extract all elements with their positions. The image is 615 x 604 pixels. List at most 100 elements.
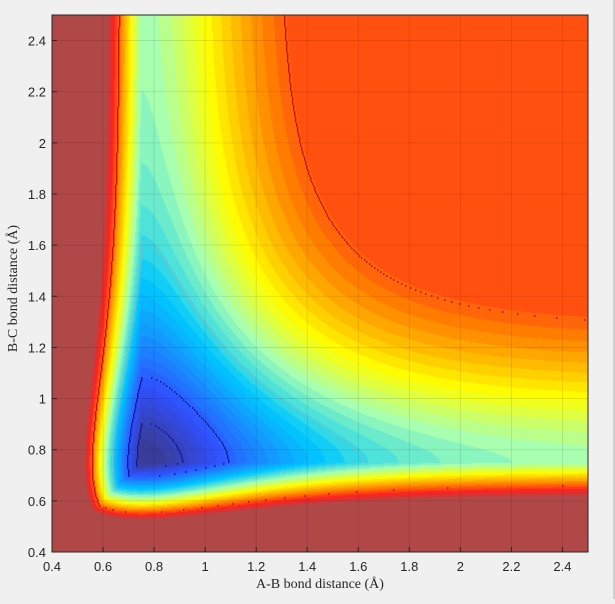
y-tick-label: 2.4: [28, 34, 46, 49]
contour-line-point: [118, 37, 120, 39]
contour-line-point: [183, 509, 185, 511]
contour-line-point: [117, 141, 119, 143]
contour-line-point: [140, 255, 142, 257]
contour-line-point: [132, 323, 134, 325]
contour-line-point: [173, 441, 175, 443]
contour-line-point: [140, 253, 142, 255]
contour-line-point: [125, 363, 127, 365]
contour-line-point: [288, 67, 290, 69]
contour-line-point: [185, 471, 187, 473]
contour-line-point: [234, 357, 236, 359]
contour-line-point: [136, 459, 138, 461]
contour-line-point: [189, 405, 191, 407]
contour-line-point: [192, 407, 194, 409]
contour-line-point: [135, 301, 137, 303]
contour-line-point: [284, 497, 286, 499]
contour-line-point: [132, 319, 134, 321]
contour-line-point: [292, 103, 294, 105]
contour-line-point: [128, 443, 130, 445]
contour-line-point: [327, 429, 329, 431]
contour-line-point: [259, 475, 261, 477]
contour-line-point: [201, 417, 203, 419]
contour-line-point: [113, 479, 115, 481]
contour-line-point: [237, 361, 239, 363]
contour-line-point: [186, 295, 188, 297]
y-tick-label: 1: [39, 392, 46, 407]
contour-line-point: [118, 83, 120, 85]
contour-line-point: [366, 261, 368, 263]
contour-line-point: [111, 271, 113, 273]
contour-line-point: [351, 445, 353, 447]
contour-line-point: [117, 113, 119, 115]
contour-line-point: [307, 169, 309, 171]
contour-line-point: [166, 433, 168, 435]
contour-line-point: [139, 385, 141, 387]
contour-line-point: [326, 213, 328, 215]
contour-line-point: [195, 469, 197, 471]
contour-line-point: [247, 477, 249, 479]
contour-line-point: [128, 475, 130, 477]
contour-line-point: [359, 453, 361, 455]
contour-line-point: [162, 257, 164, 259]
contour-line-point: [459, 303, 461, 305]
contour-line-point: [198, 313, 200, 315]
contour-line-point: [111, 269, 113, 271]
contour-line-point: [181, 397, 183, 399]
contour-line-point: [122, 381, 124, 383]
y-axis-title: B-C bond distance (Å): [5, 225, 21, 352]
contour-line-point: [172, 439, 174, 441]
contour-line-point: [101, 363, 103, 365]
contour-line-point: [218, 437, 220, 439]
contour-line-point: [107, 317, 109, 319]
contour-line-point: [136, 399, 138, 401]
contour-line-point: [119, 15, 121, 17]
contour-line-point: [112, 469, 114, 471]
contour-line-point: [133, 413, 135, 415]
contour-line-point: [230, 353, 232, 355]
contour-line-point: [100, 371, 102, 373]
contour-line-point: [205, 467, 207, 469]
contour-line-point: [101, 365, 103, 367]
contour-line-point: [259, 381, 261, 383]
contour-line-point: [166, 263, 168, 265]
contour-line-point: [287, 57, 289, 59]
contour-line-point: [276, 395, 278, 397]
contour-line-point: [361, 257, 363, 259]
contour-line-point: [141, 245, 143, 247]
contour-line-point: [116, 175, 118, 177]
contour-line-point: [534, 315, 536, 317]
contour-line-point: [93, 439, 95, 441]
contour-line-point: [115, 191, 117, 193]
window-edge: [613, 0, 615, 599]
contour-line-point: [213, 333, 215, 335]
contour-line-point: [202, 319, 204, 321]
contour-line-point: [113, 229, 115, 231]
contour-line-point: [194, 307, 196, 309]
contour-line-point: [94, 489, 96, 491]
contour-line-point: [117, 137, 119, 139]
contour-line-point: [111, 261, 113, 263]
contour-line-point: [111, 273, 113, 275]
contour-line-point: [215, 335, 217, 337]
contour-line-point: [107, 315, 109, 317]
contour-line-point: [150, 423, 152, 425]
contour-line-point: [138, 277, 140, 279]
contour-line-point: [137, 287, 139, 289]
contour-line-point: [116, 159, 118, 161]
contour-line-point: [116, 167, 118, 169]
y-tick-label: 1.8: [28, 187, 46, 202]
contour-line-point: [137, 397, 139, 399]
contour-line-point: [352, 463, 354, 465]
contour-line-point: [133, 415, 135, 417]
contour-line-point: [129, 341, 131, 343]
contour-line-point: [134, 305, 136, 307]
contour-line-point: [176, 393, 178, 395]
contour-line-point: [336, 229, 338, 231]
contour-line-point: [201, 317, 203, 319]
contour-line-point: [211, 331, 213, 333]
contour-line-point: [117, 149, 119, 151]
contour-line-point: [310, 179, 312, 181]
contour-line-point: [179, 395, 181, 397]
x-tick-label: 1.2: [247, 559, 265, 574]
contour-line-point: [93, 435, 95, 437]
